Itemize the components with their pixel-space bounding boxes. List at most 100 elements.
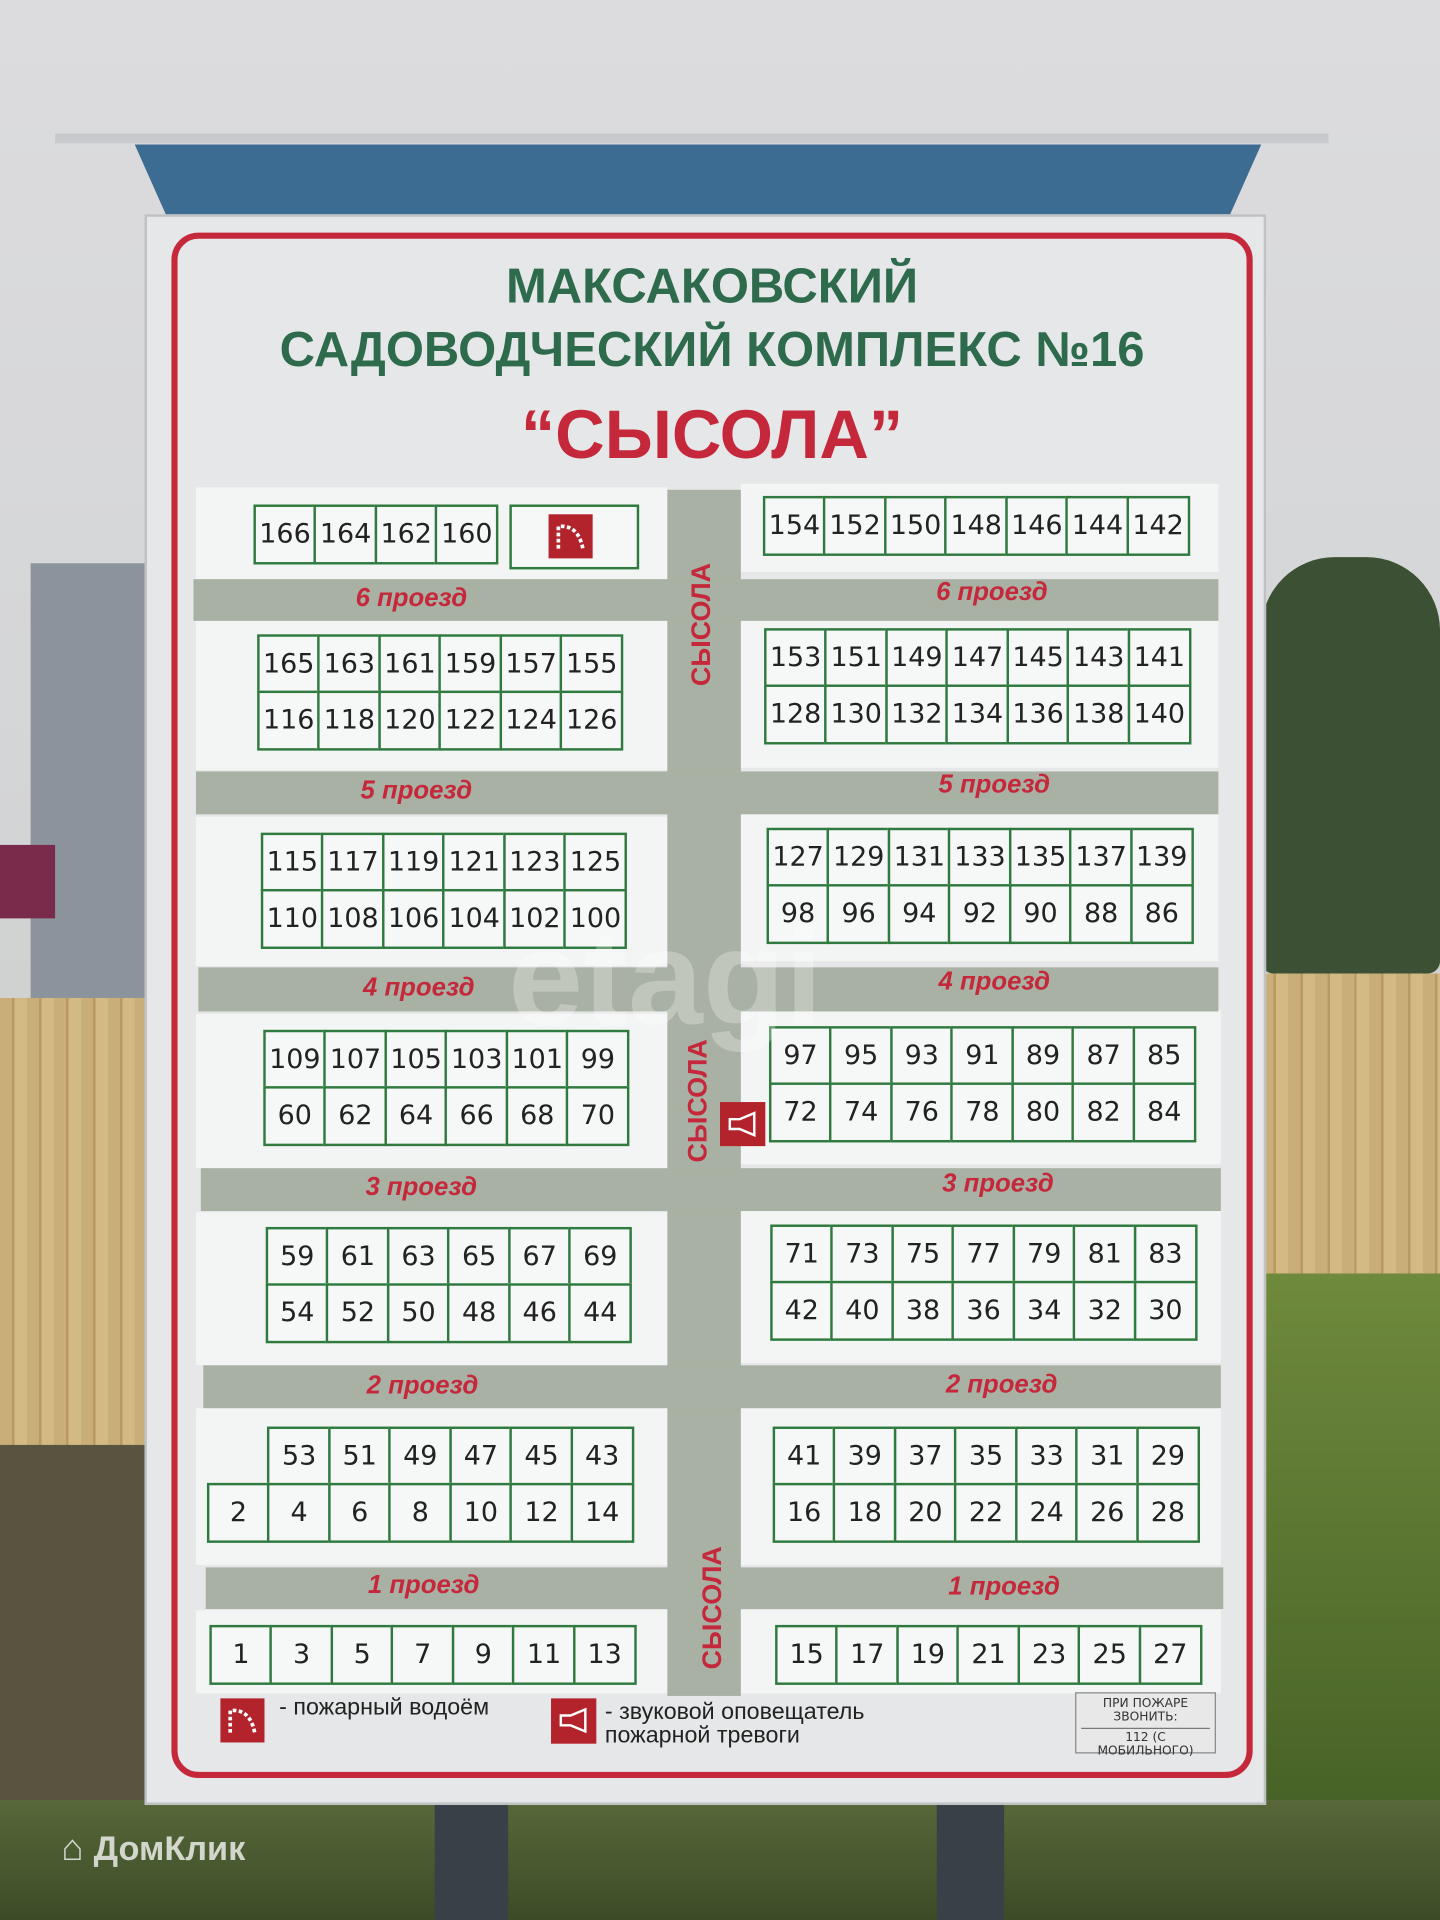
- plot-cell: 93: [889, 1025, 954, 1086]
- plot-grid-l2: 59 61 63 65 67 69 54 52 50 48 46 44: [265, 1226, 633, 1344]
- plot-cell: 142: [1126, 495, 1190, 556]
- plot-row: 97 95 93 91 89 87 85: [768, 1025, 1197, 1086]
- plot-cell: 47: [449, 1426, 513, 1487]
- plot-row: 154 152 150 148 146 144 142: [762, 495, 1190, 556]
- fire-water-reservoir-icon: [220, 1698, 265, 1743]
- plot-cell: 64: [384, 1086, 448, 1147]
- plot-grid-l5: 165 163 161 159 157 155 116 118 120 122 124 126: [256, 633, 624, 751]
- plot-cell: 91: [950, 1025, 1015, 1086]
- road-label: 6 проезд: [355, 584, 468, 613]
- plot-cell: 150: [883, 495, 948, 556]
- plot-cell: 130: [824, 684, 889, 745]
- road-1: [205, 1567, 1224, 1609]
- plot-cell: 155: [559, 633, 624, 694]
- plot-cell: 84: [1132, 1082, 1197, 1143]
- plot-row: 53 51 49 47 45 43: [208, 1426, 634, 1487]
- plot-cell: 89: [1011, 1025, 1075, 1086]
- plot-cell: 1: [209, 1624, 273, 1685]
- road-6: [193, 579, 1219, 621]
- plot-cell: 77: [951, 1224, 1016, 1285]
- plot-cell: 39: [832, 1426, 897, 1487]
- plot-grid-top-left: 166 164 162 160: [253, 504, 499, 565]
- plot-cell: 42: [769, 1281, 834, 1342]
- plot-row: 153 151 149 147 145 143 141: [763, 627, 1192, 688]
- plot-row: 1 3 5 7 9 11 13: [209, 1624, 637, 1685]
- plot-cell: 9: [451, 1624, 516, 1685]
- plot-cell: 140: [1127, 684, 1192, 745]
- plot-cell: 25: [1077, 1624, 1142, 1685]
- plot-cell: 134: [945, 684, 1010, 745]
- plot-grid-l3: 109 107 105 103 101 99 60 62 64 66 68 70: [262, 1029, 630, 1147]
- plot-cell: 166: [253, 504, 317, 565]
- road-label: 1 проезд: [367, 1571, 480, 1600]
- title-line-1: МАКСАКОВСКИЙ: [505, 259, 919, 314]
- plot-cell: 31: [1075, 1426, 1140, 1487]
- plot-cell: 65: [447, 1226, 511, 1287]
- plot-cell: 137: [1069, 827, 1133, 888]
- plot-cell: 143: [1066, 627, 1131, 688]
- plot-cell: 45: [509, 1426, 574, 1487]
- legend-alarm-line-1: - звуковой оповещатель: [604, 1699, 865, 1726]
- plot-cell: 133: [948, 827, 1012, 888]
- plot-cell: 107: [323, 1029, 388, 1090]
- plot-cell: 76: [889, 1082, 954, 1143]
- plot-cell: 5: [330, 1624, 394, 1685]
- fire-water-reservoir-icon: [548, 514, 593, 559]
- plot-cell: 87: [1071, 1025, 1136, 1086]
- plot-cell: 71: [769, 1224, 834, 1285]
- fence-right: [1261, 973, 1440, 1311]
- plot-row: 2 4 6 8 10 12 14: [206, 1483, 634, 1544]
- plot-cell: 147: [945, 627, 1010, 688]
- plot-cell: 72: [768, 1082, 833, 1143]
- plot-cell: 131: [887, 827, 952, 888]
- road-sysola: [667, 489, 741, 1696]
- plot-cell: 62: [323, 1086, 388, 1147]
- plot-cell: 7: [390, 1624, 455, 1685]
- plot-cell: 115: [260, 832, 325, 893]
- plot-cell: 153: [763, 627, 828, 688]
- plot-cell: 129: [826, 827, 891, 888]
- road-label: 1 проезд: [948, 1572, 1060, 1601]
- plot-row: 110 108 106 104 102 100: [260, 889, 628, 950]
- plot-cell: 60: [262, 1086, 327, 1147]
- plot-cell: 116: [256, 690, 321, 751]
- plot-cell: 68: [505, 1086, 570, 1147]
- post-left-front: [434, 1800, 509, 1920]
- plot-cell: 124: [499, 690, 563, 751]
- plot-cell: 73: [830, 1224, 895, 1285]
- plot-cell: 49: [388, 1426, 453, 1487]
- plot-cell: 88: [1069, 884, 1133, 945]
- plot-cell: 53: [267, 1426, 331, 1487]
- plot-cell: 27: [1138, 1624, 1203, 1685]
- plot-cell: 83: [1133, 1224, 1198, 1285]
- house: [30, 563, 160, 998]
- sign-red-frame: [171, 232, 1253, 1778]
- plot-cell: 4: [267, 1483, 331, 1544]
- plot-cell: 14: [570, 1483, 634, 1544]
- plot-cell: 145: [1006, 627, 1070, 688]
- plot-cell: 162: [374, 504, 439, 565]
- legend-alarm-label: - звуковой оповещатель пожарной тревоги: [605, 1701, 865, 1748]
- fire-alarm-siren-icon: [720, 1102, 766, 1147]
- plot-cell: 20: [893, 1483, 958, 1544]
- plot-cell: 37: [893, 1426, 958, 1487]
- plot-row: 59 61 63 65 67 69: [265, 1226, 633, 1287]
- tree: [1261, 557, 1440, 974]
- plot-cell: 74: [829, 1082, 893, 1143]
- brand-text: ДомКлик: [93, 1829, 246, 1868]
- plot-row: 42 40 38 36 34 32 30: [769, 1281, 1198, 1342]
- plot-row: 71 73 75 77 79 81 83: [769, 1224, 1198, 1285]
- plot-cell: 12: [509, 1483, 574, 1544]
- plot-cell: 2: [206, 1483, 271, 1544]
- plot-cell: 117: [321, 832, 385, 893]
- plot-cell: 108: [321, 889, 385, 950]
- plot-cell: 151: [824, 627, 889, 688]
- plot-row: 54 52 50 48 46 44: [265, 1283, 633, 1344]
- road-label: 3 проезд: [365, 1173, 478, 1202]
- plot-cell: 30: [1133, 1281, 1198, 1342]
- plot-cell: 61: [326, 1226, 390, 1287]
- legend-water-label: - пожарный водоём: [279, 1694, 490, 1721]
- plot-row: 15 17 19 21 23 25 27: [774, 1624, 1203, 1685]
- plot-cell: 13: [572, 1624, 637, 1685]
